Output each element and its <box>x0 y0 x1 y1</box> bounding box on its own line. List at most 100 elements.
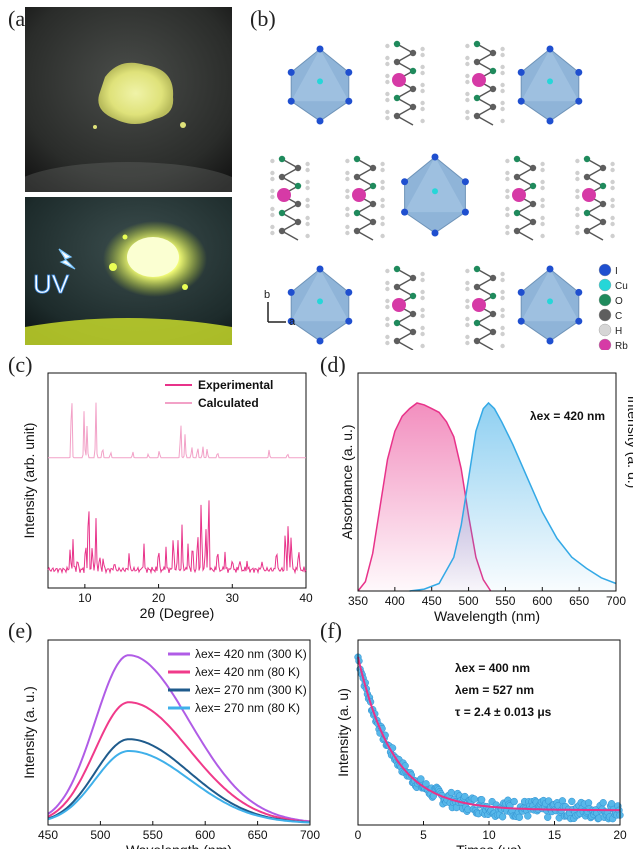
h-atom <box>305 221 310 227</box>
h-atom <box>380 215 385 221</box>
h-atom <box>420 331 425 337</box>
h-atom <box>610 167 615 173</box>
decay-point <box>524 812 532 820</box>
decay-x-tick-label: 0 <box>355 828 362 842</box>
h-atom <box>305 215 310 221</box>
h-atom <box>345 188 350 194</box>
atom <box>489 328 497 336</box>
h-atom <box>500 88 505 94</box>
h-atom <box>385 322 390 328</box>
abs-x-tick-label: 700 <box>606 594 626 608</box>
atom <box>278 173 286 181</box>
lightning-icon <box>58 248 76 270</box>
h-atom <box>385 55 390 61</box>
h-atom <box>465 334 470 340</box>
h-atom <box>500 295 505 301</box>
spectrum-line-1 <box>409 401 617 592</box>
octahedron-2 <box>517 45 583 125</box>
h-atom <box>505 206 510 212</box>
atom <box>409 49 417 57</box>
pl-x-tick-label: 500 <box>90 828 110 842</box>
legend-atom-c <box>598 308 612 322</box>
h-atom <box>540 233 545 239</box>
h-atom <box>610 161 615 167</box>
atom <box>513 155 521 163</box>
decay-point <box>498 813 507 821</box>
cu-atom <box>547 298 553 305</box>
photo-uv: UV <box>25 197 232 345</box>
h-atom <box>465 91 470 97</box>
h-atom <box>610 185 615 191</box>
decay-fit <box>357 656 620 812</box>
h-atom <box>385 109 390 115</box>
atom <box>489 310 497 318</box>
h-atom <box>465 73 470 79</box>
h-atom <box>385 79 390 85</box>
h-atom <box>500 82 505 88</box>
h-atom <box>420 343 425 349</box>
ligand-7 <box>385 265 425 350</box>
h-atom <box>345 224 350 230</box>
xrd-axes <box>47 372 307 589</box>
h-atom <box>465 79 470 85</box>
ligand-4 <box>345 155 385 241</box>
h-atom <box>505 212 510 218</box>
h-atom <box>270 212 275 218</box>
rb-atom <box>472 73 486 87</box>
h-atom <box>380 185 385 191</box>
h-atom <box>500 277 505 283</box>
decay-x-tick-label: 20 <box>613 828 627 842</box>
abs-x-tick-label: 450 <box>422 594 442 608</box>
h-atom <box>500 271 505 277</box>
h-atom <box>385 280 390 286</box>
h-atom <box>385 316 390 322</box>
i-atom <box>461 178 469 186</box>
axis-b-label: b <box>264 289 270 301</box>
h-atom <box>385 97 390 103</box>
decay-annotation-1: λem = 527 nm <box>455 683 534 697</box>
legend-atom-i <box>598 263 612 277</box>
h-atom <box>505 230 510 236</box>
h-atom <box>500 52 505 58</box>
panel-label-c: (c) <box>8 352 33 377</box>
decay-xlabel: Times (μs) <box>456 842 522 849</box>
h-atom <box>420 46 425 52</box>
atom <box>278 227 286 235</box>
atom <box>409 103 417 111</box>
h-atom <box>380 161 385 167</box>
h-atom <box>345 170 350 176</box>
legend-label-rb: Rb <box>615 341 628 350</box>
octahedron-face <box>404 157 466 213</box>
abs-x-tick-label: 600 <box>532 594 552 608</box>
decay-point <box>584 799 593 807</box>
ligand-3 <box>270 155 310 241</box>
h-atom <box>465 55 470 61</box>
atom <box>489 292 497 300</box>
h-atom <box>380 221 385 227</box>
h-atom <box>420 325 425 331</box>
atom <box>513 209 521 217</box>
atom <box>409 310 417 318</box>
h-atom <box>505 188 510 194</box>
h-atom <box>500 100 505 106</box>
h-atom <box>305 203 310 209</box>
h-atom <box>420 277 425 283</box>
atom <box>489 85 497 93</box>
axis-a-label: a <box>289 316 296 328</box>
atom <box>369 182 377 190</box>
h-atom <box>610 233 615 239</box>
h-atom <box>380 233 385 239</box>
h-atom <box>420 82 425 88</box>
atom <box>473 265 481 273</box>
h-atom <box>610 221 615 227</box>
h-atom <box>385 115 390 121</box>
atom <box>599 200 607 208</box>
decay-ylabel: Intensity (a. u) <box>335 688 351 777</box>
abs-ylabel-right: Intensity (a. u.) <box>625 396 633 489</box>
rb-atom <box>352 188 366 202</box>
pl-axes <box>47 639 311 826</box>
octahedron-3 <box>401 153 469 237</box>
h-atom <box>270 158 275 164</box>
h-atom <box>500 289 505 295</box>
i-atom <box>546 117 554 125</box>
